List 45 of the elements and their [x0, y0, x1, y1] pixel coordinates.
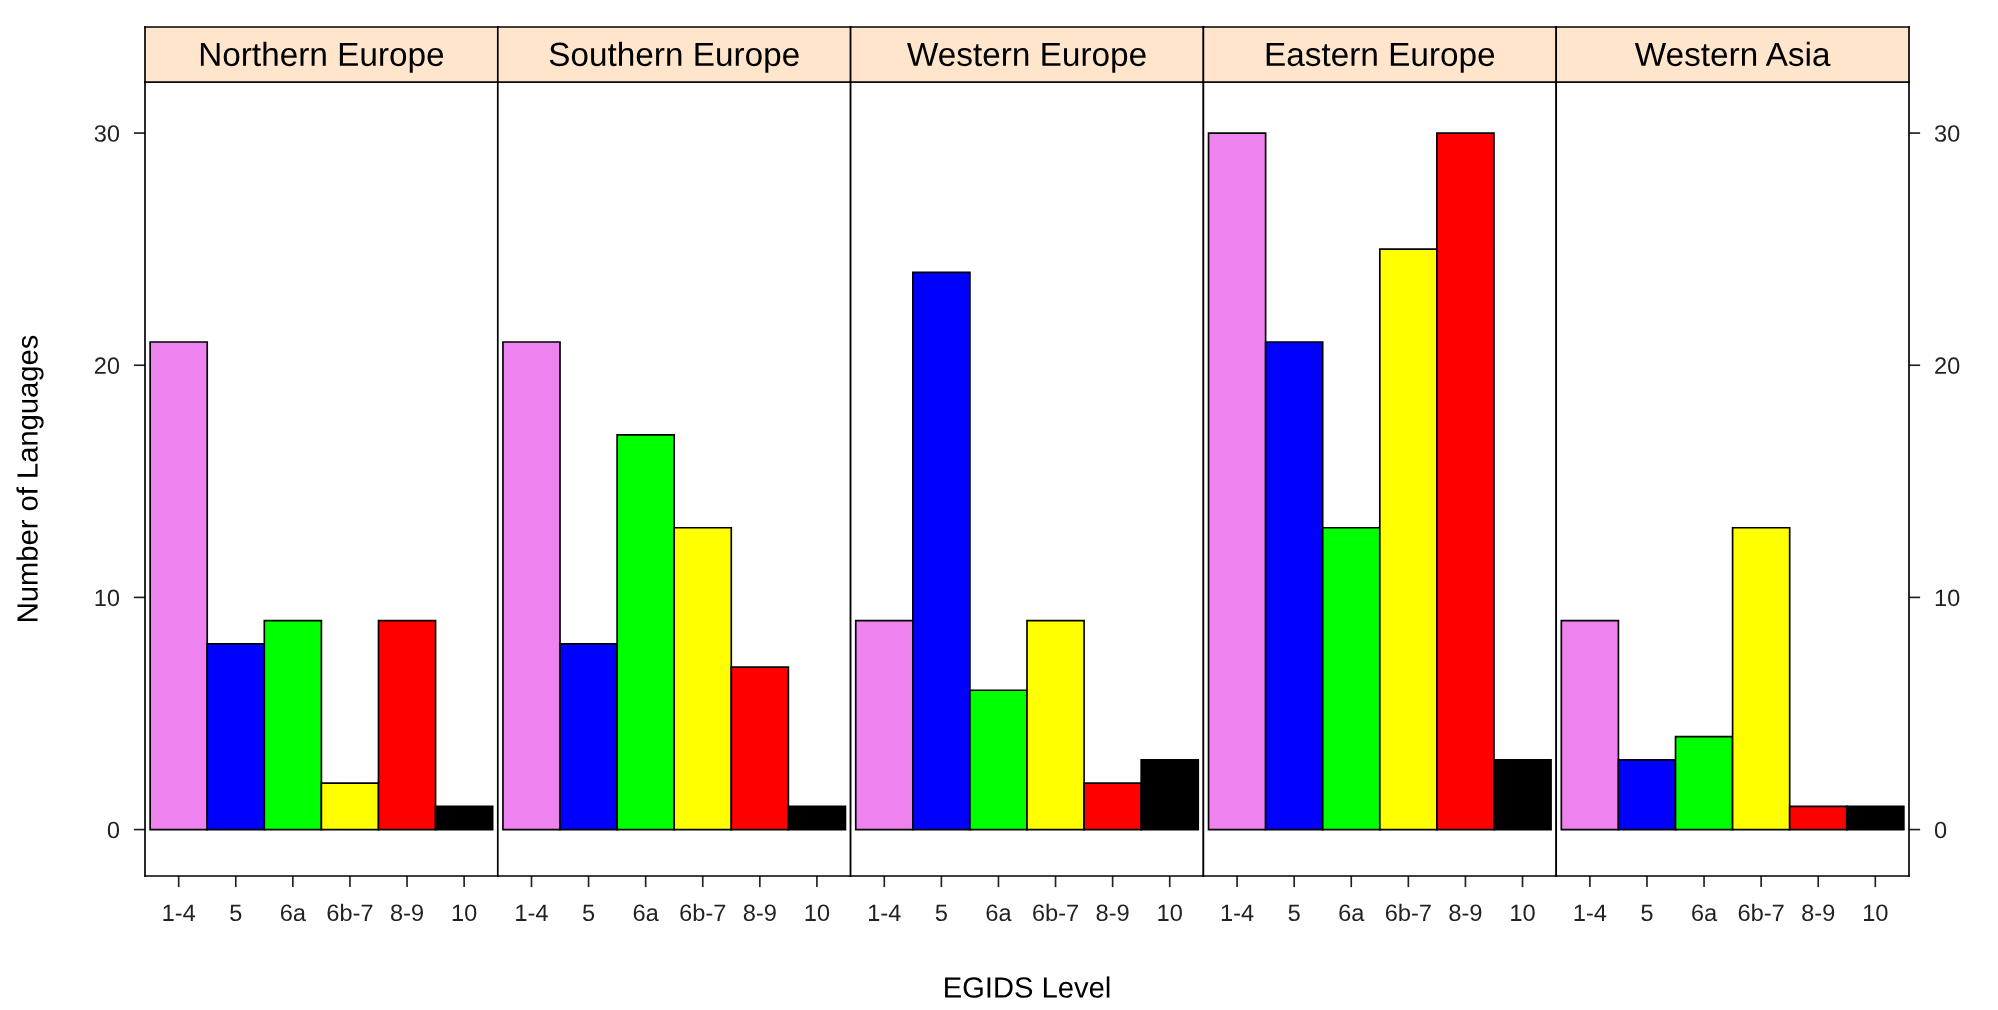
x-tick-label: 6b-7	[1385, 903, 1431, 922]
x-tick-label: 8-9	[1802, 904, 1835, 922]
x-tick-label: 5	[230, 904, 242, 922]
x-axis-title: EGIDS Level	[945, 976, 1110, 998]
x-tick-label: 6a	[986, 904, 1012, 922]
x-tick-label: 8-9	[1096, 904, 1129, 922]
x-tick-label: 1-4	[1574, 904, 1607, 921]
x-tick-label: 8-9	[743, 904, 776, 922]
x-tick-label: 10	[1863, 904, 1888, 922]
x-tick-label: 10	[1158, 904, 1182, 922]
x-tick-label: 8-9	[391, 904, 423, 922]
y-tick-label: 20	[1935, 357, 1960, 375]
chart-title: Western Europe	[907, 42, 1146, 73]
y-tick-label: 10	[95, 589, 120, 607]
x-tick-label: 6a	[280, 904, 306, 922]
x-tick-label: 10	[452, 904, 477, 922]
x-tick-label: 5	[582, 904, 595, 922]
x-tick-label: 6b-7	[680, 903, 726, 922]
x-tick-label: 10	[1511, 904, 1535, 922]
y-tick-label: 10	[1935, 589, 1960, 607]
x-tick-label: 1-4	[1221, 904, 1254, 921]
y-tick-label: 0	[107, 821, 120, 839]
x-tick-label: 6b-7	[1738, 903, 1784, 922]
y-tick-label: 20	[94, 357, 120, 375]
x-tick-label: 6b-7	[1033, 903, 1078, 922]
x-tick-label: 5	[1288, 904, 1300, 922]
y-axis-title: Number of Languages	[16, 335, 44, 621]
x-tick-label: 6b-7	[327, 903, 373, 922]
x-tick-label: 6a	[633, 904, 659, 922]
x-tick-label: 5	[1641, 904, 1653, 922]
x-tick-label: 6a	[1692, 904, 1718, 922]
chart-title: Southern Europe	[549, 41, 799, 73]
x-tick-label: 10	[805, 904, 830, 922]
x-tick-label: 1-4	[869, 904, 901, 921]
y-tick-label: 30	[1934, 125, 1960, 142]
y-tick-label: 30	[94, 125, 120, 142]
x-tick-label: 5	[935, 904, 947, 922]
x-tick-label: 1-4	[163, 904, 196, 921]
chart-title: Northern Europe	[200, 41, 444, 73]
y-tick-label: 0	[1934, 821, 1947, 839]
x-tick-label: 8-9	[1449, 904, 1482, 922]
x-tick-label: 1-4	[516, 904, 548, 921]
x-tick-label: 6a	[1339, 904, 1365, 922]
chart-title: Western Asia	[1634, 41, 1831, 67]
chart-title: Eastern Europe	[1266, 42, 1495, 73]
